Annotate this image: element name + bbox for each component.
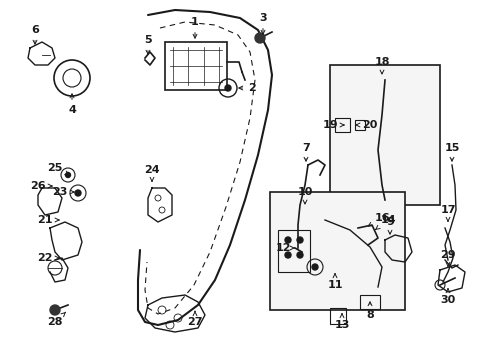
Text: 30: 30 — [440, 289, 455, 305]
Text: 20: 20 — [355, 120, 377, 130]
Text: 11: 11 — [326, 274, 342, 290]
Bar — [269, 192, 404, 310]
Text: 16: 16 — [367, 213, 389, 226]
Bar — [278, 230, 309, 272]
Bar — [164, 42, 226, 90]
Text: 5: 5 — [144, 35, 151, 54]
Bar — [354, 120, 364, 130]
Circle shape — [254, 33, 264, 43]
Text: 7: 7 — [302, 143, 309, 161]
Circle shape — [224, 85, 230, 91]
Text: 8: 8 — [366, 302, 373, 320]
Text: 18: 18 — [373, 57, 389, 74]
Bar — [329, 308, 346, 324]
Circle shape — [296, 252, 303, 258]
Text: 27: 27 — [187, 311, 203, 327]
Bar — [334, 118, 349, 132]
Circle shape — [285, 252, 290, 258]
Text: 25: 25 — [47, 163, 69, 175]
Text: 3: 3 — [259, 13, 266, 34]
Text: 22: 22 — [37, 253, 59, 263]
Circle shape — [50, 305, 60, 315]
Circle shape — [65, 172, 70, 177]
Circle shape — [296, 237, 303, 243]
Text: 17: 17 — [439, 205, 455, 221]
Bar — [359, 295, 379, 309]
Text: 6: 6 — [31, 25, 39, 44]
Text: 23: 23 — [52, 187, 74, 197]
Text: 19: 19 — [322, 120, 343, 130]
Text: 1: 1 — [191, 17, 199, 38]
Text: 10: 10 — [297, 187, 312, 204]
Circle shape — [285, 237, 290, 243]
Text: 29: 29 — [439, 250, 455, 266]
Text: 24: 24 — [144, 165, 160, 181]
Text: 21: 21 — [37, 215, 59, 225]
Circle shape — [311, 264, 317, 270]
Text: 14: 14 — [375, 215, 395, 230]
Text: 15: 15 — [444, 143, 459, 161]
Text: 9: 9 — [385, 217, 393, 234]
Text: 26: 26 — [30, 181, 52, 191]
Text: 4: 4 — [68, 94, 76, 115]
Text: 12: 12 — [275, 243, 293, 253]
Circle shape — [75, 190, 81, 196]
Bar — [329, 65, 439, 205]
Text: 2: 2 — [238, 83, 255, 93]
Text: 13: 13 — [334, 314, 349, 330]
Text: 28: 28 — [47, 312, 65, 327]
